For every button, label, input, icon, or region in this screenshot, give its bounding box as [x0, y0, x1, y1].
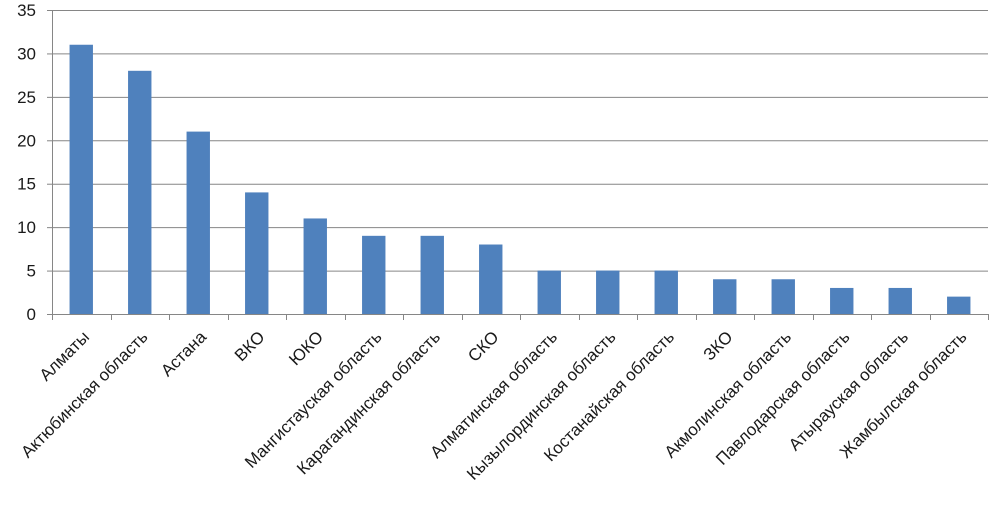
y-tick-label: 20 — [17, 131, 36, 150]
bar — [947, 296, 971, 314]
bar — [479, 244, 503, 314]
x-tick-label: Алматы — [36, 327, 93, 384]
axes — [47, 10, 989, 320]
bar — [245, 192, 269, 314]
bar — [771, 279, 795, 314]
bar — [830, 287, 854, 314]
y-tick-label: 30 — [17, 44, 36, 63]
x-tick-label: Астана — [157, 327, 210, 380]
y-tick-label: 15 — [17, 175, 36, 194]
y-tick-labels: 0 5 10 15 20 25 30 35 — [17, 1, 36, 324]
bar — [128, 70, 152, 314]
y-tick-label: 0 — [27, 305, 36, 324]
bar — [186, 131, 210, 314]
y-tick-label: 10 — [17, 218, 36, 237]
bar — [303, 218, 327, 314]
bar — [713, 279, 737, 314]
x-tick-label: СКО — [464, 327, 502, 365]
x-tick-label: ВКО — [231, 327, 269, 365]
bar — [888, 287, 912, 314]
x-tick-label: ЮКО — [285, 327, 327, 369]
bar — [596, 270, 620, 314]
bar — [420, 235, 444, 314]
bar — [654, 270, 678, 314]
bars — [69, 44, 971, 314]
y-tick-label: 5 — [27, 262, 36, 281]
y-tick-label: 35 — [17, 1, 36, 20]
bar — [537, 270, 561, 314]
y-tick-label: 25 — [17, 88, 36, 107]
bar — [362, 235, 386, 314]
bar — [69, 44, 93, 314]
x-tick-label: ЗКО — [700, 327, 737, 364]
